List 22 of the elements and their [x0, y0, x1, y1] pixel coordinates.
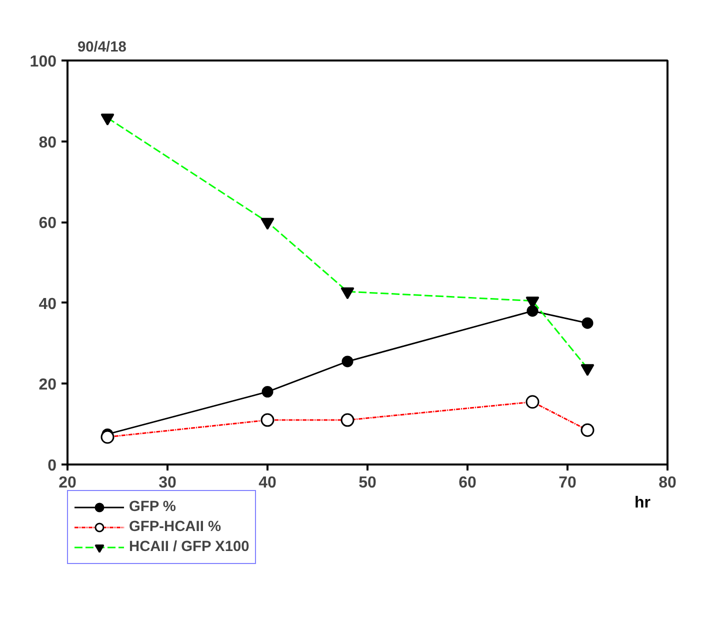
point	[582, 317, 594, 329]
x-tick-label: 30	[158, 474, 176, 492]
x-tick-label: 50	[358, 474, 376, 492]
x-tick-label: 20	[58, 474, 76, 492]
legend-label: GFP %	[129, 499, 176, 515]
x-tick-label: 60	[458, 474, 476, 492]
legend-label: GFP-HCAII %	[129, 519, 222, 535]
y-tick-label: 100	[30, 54, 57, 70]
y-tick-label: 0	[48, 458, 57, 474]
chart-title: 90/4/18	[78, 40, 126, 56]
x-tick-label: 80	[658, 474, 676, 492]
y-tick-label: 60	[38, 215, 57, 232]
point	[526, 305, 538, 317]
point	[342, 356, 354, 368]
point	[262, 386, 274, 398]
y-tick-label: 80	[38, 134, 57, 152]
x-tick-label: 70	[558, 474, 576, 492]
y-tick-label: 20	[38, 376, 57, 394]
legend-label: HCAII / GFP X100	[129, 539, 250, 555]
x-axis-title: hr	[634, 494, 650, 512]
y-tick-label: 40	[38, 296, 57, 313]
x-tick-label: 40	[258, 474, 276, 492]
